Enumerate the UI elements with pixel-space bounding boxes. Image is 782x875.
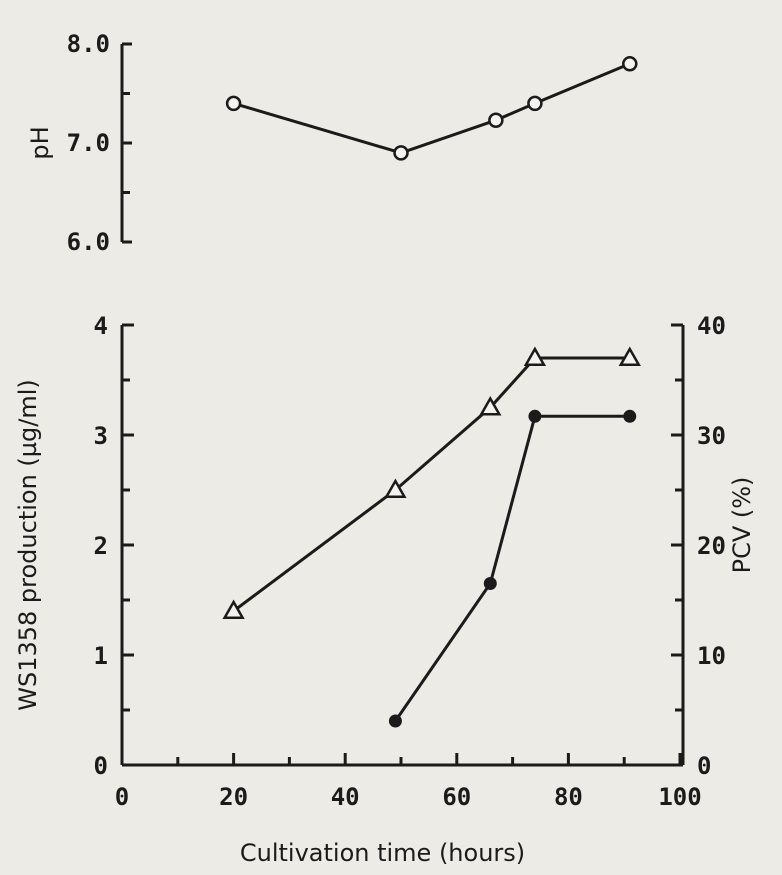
production-point <box>483 577 497 590</box>
right-tick-label: 40 <box>697 312 726 340</box>
x-tick-label: 40 <box>331 783 360 811</box>
production-point <box>388 714 402 728</box>
x-tick-label: 60 <box>442 783 471 811</box>
production-point <box>623 409 637 423</box>
pcv-point <box>618 346 641 366</box>
production-point <box>528 409 542 423</box>
right-tick-label: 0 <box>697 752 711 780</box>
right-y-axis-label: PCV (%) <box>728 477 756 574</box>
left-tick-label: 4 <box>94 312 108 340</box>
ph-tick-label: 8.0 <box>67 30 110 58</box>
ph-point <box>622 56 638 72</box>
left-tick-label: 3 <box>94 422 108 450</box>
ph-axis-label: pH <box>26 126 54 159</box>
pcv-point <box>523 346 547 366</box>
ph-tick-label: 6.0 <box>67 228 110 256</box>
pcv-point <box>222 599 245 619</box>
ph-point <box>527 95 543 112</box>
left-tick-label: 0 <box>94 752 108 780</box>
left-y-axis-label: WS1358 production (µg/ml) <box>14 379 42 711</box>
left-tick-label: 2 <box>94 532 108 560</box>
right-tick-label: 20 <box>697 532 726 560</box>
x-tick-label: 100 <box>658 783 701 811</box>
ph-series-line <box>233 62 631 155</box>
pcv-point <box>479 395 502 416</box>
right-tick-label: 10 <box>697 642 726 670</box>
x-tick-label: 20 <box>219 783 248 811</box>
ph-point <box>393 145 409 161</box>
ph-point <box>488 112 504 128</box>
pcv-point <box>384 478 407 498</box>
left-tick-label: 1 <box>94 642 108 670</box>
pcv-series-line <box>232 356 630 613</box>
right-tick-label: 30 <box>697 422 726 450</box>
ph-tick-label: 7.0 <box>67 129 110 157</box>
ph-panel: 6.0 7.0 8.0 pH <box>26 30 638 256</box>
x-tick-label: 80 <box>554 783 583 811</box>
production-series-line <box>394 414 630 722</box>
x-axis-label: Cultivation time (hours) <box>240 839 525 867</box>
ph-point <box>225 95 242 112</box>
x-tick-label: 0 <box>115 783 129 811</box>
